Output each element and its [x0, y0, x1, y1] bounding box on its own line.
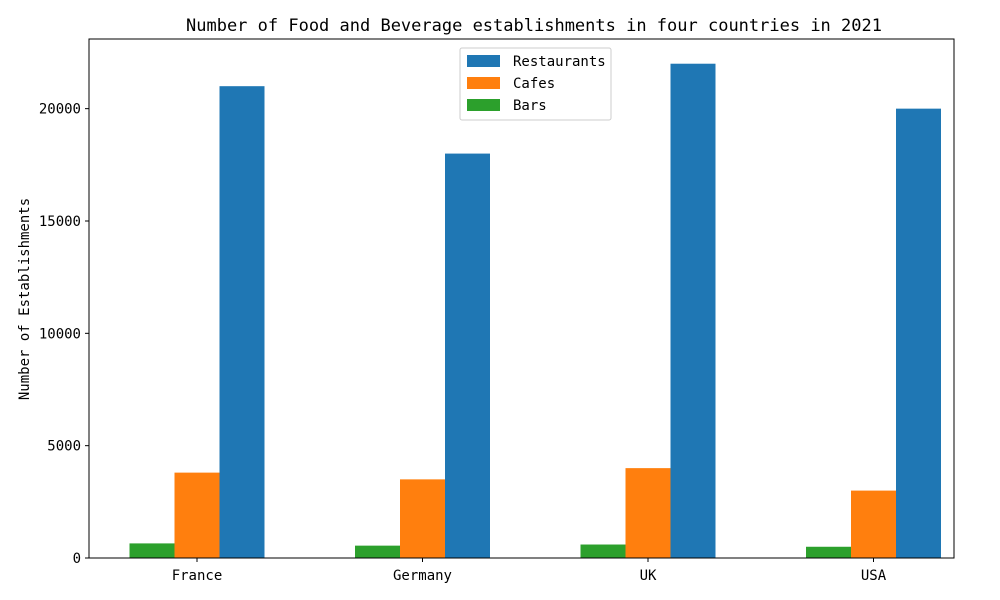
- legend-swatch-cafes: [467, 77, 500, 89]
- bars-layer: [129, 63, 941, 558]
- chart-title: Number of Food and Beverage establishmen…: [186, 16, 882, 36]
- y-axis-label: Number of Establishments: [17, 198, 33, 400]
- bar-restaurants-france: [219, 86, 265, 558]
- plot-frame: [88, 38, 955, 559]
- y-tick-label: 15000: [39, 214, 81, 230]
- x-tick-label: France: [172, 568, 223, 584]
- bar-bars-germany: [355, 545, 400, 558]
- legend-label-restaurants: Restaurants: [513, 54, 606, 70]
- x-tick-label: Germany: [393, 568, 452, 584]
- ticks-layer: France Germany UK USA 0 5000 10000 15000 20000: [39, 102, 887, 584]
- y-tick-label: 10000: [39, 326, 81, 342]
- bar-cafes-uk: [625, 468, 671, 558]
- y-tick-label: 5000: [47, 439, 81, 455]
- x-tick-label: USA: [861, 568, 887, 584]
- bar-bars-uk: [580, 544, 626, 558]
- bar-cafes-france: [174, 472, 220, 558]
- legend: Restaurants Cafes Bars: [459, 47, 612, 121]
- bar-restaurants-germany: [445, 153, 490, 558]
- bar-restaurants-usa: [896, 108, 941, 558]
- bar-cafes-germany: [400, 479, 445, 558]
- y-tick-label: 0: [73, 551, 81, 567]
- bar-bars-usa: [806, 546, 851, 558]
- legend-label-bars: Bars: [513, 98, 547, 114]
- y-tick-label: 20000: [39, 102, 81, 118]
- x-tick-label: UK: [640, 568, 657, 584]
- legend-swatch-restaurants: [467, 55, 500, 67]
- legend-swatch-bars: [467, 99, 500, 111]
- bar-bars-france: [129, 543, 175, 558]
- bar-cafes-usa: [851, 490, 896, 558]
- legend-label-cafes: Cafes: [513, 76, 555, 92]
- bar-restaurants-uk: [670, 63, 716, 558]
